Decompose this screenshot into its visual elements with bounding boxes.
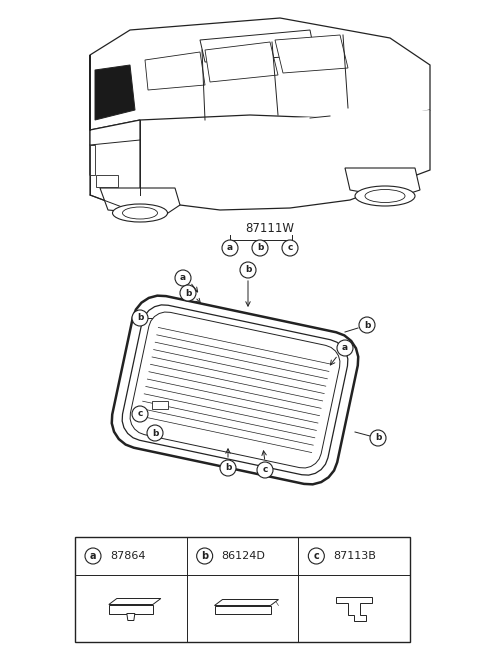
Text: c: c xyxy=(262,466,268,474)
Polygon shape xyxy=(90,110,430,210)
Bar xyxy=(75,537,410,642)
Text: a: a xyxy=(342,343,348,352)
Circle shape xyxy=(175,270,191,286)
Text: b: b xyxy=(201,551,208,561)
Text: b: b xyxy=(364,320,370,329)
Circle shape xyxy=(85,548,101,564)
Polygon shape xyxy=(215,599,278,605)
Polygon shape xyxy=(215,605,271,614)
Polygon shape xyxy=(200,30,315,62)
Text: 87111W: 87111W xyxy=(245,221,295,234)
Text: a: a xyxy=(227,244,233,252)
Polygon shape xyxy=(127,614,135,620)
Text: 86124D: 86124D xyxy=(222,551,265,561)
Circle shape xyxy=(308,548,324,564)
Circle shape xyxy=(222,240,238,256)
Text: b: b xyxy=(185,288,191,297)
Polygon shape xyxy=(205,42,278,82)
Polygon shape xyxy=(95,65,135,120)
Ellipse shape xyxy=(122,207,157,219)
PathPatch shape xyxy=(112,295,358,484)
Text: b: b xyxy=(375,434,381,443)
Circle shape xyxy=(370,430,386,446)
Text: b: b xyxy=(257,244,263,252)
Text: b: b xyxy=(152,428,158,438)
Circle shape xyxy=(282,240,298,256)
Text: c: c xyxy=(313,551,319,561)
PathPatch shape xyxy=(130,312,340,468)
Ellipse shape xyxy=(365,189,405,202)
PathPatch shape xyxy=(122,305,348,475)
Circle shape xyxy=(252,240,268,256)
Text: 87113B: 87113B xyxy=(333,551,376,561)
Circle shape xyxy=(359,317,375,333)
Polygon shape xyxy=(109,599,161,605)
Circle shape xyxy=(240,262,256,278)
Text: c: c xyxy=(288,244,293,252)
Polygon shape xyxy=(345,168,420,198)
Text: c: c xyxy=(137,409,143,419)
Polygon shape xyxy=(90,18,430,130)
Text: b: b xyxy=(137,314,143,322)
Text: a: a xyxy=(180,274,186,282)
Polygon shape xyxy=(90,145,95,175)
Circle shape xyxy=(220,460,236,476)
Text: a: a xyxy=(90,551,96,561)
Circle shape xyxy=(147,425,163,441)
Polygon shape xyxy=(275,35,348,73)
Text: 87864: 87864 xyxy=(110,551,145,561)
Ellipse shape xyxy=(112,204,168,222)
Polygon shape xyxy=(100,188,180,215)
Circle shape xyxy=(337,340,353,356)
Circle shape xyxy=(180,285,196,301)
Polygon shape xyxy=(109,605,153,614)
Text: b: b xyxy=(245,265,251,274)
Polygon shape xyxy=(145,52,205,90)
Polygon shape xyxy=(152,401,168,409)
Circle shape xyxy=(132,406,148,422)
Polygon shape xyxy=(336,597,372,620)
Text: b: b xyxy=(225,464,231,472)
Bar xyxy=(96,175,118,187)
Circle shape xyxy=(197,548,213,564)
Circle shape xyxy=(257,462,273,478)
Polygon shape xyxy=(90,55,140,210)
Ellipse shape xyxy=(355,186,415,206)
Circle shape xyxy=(132,310,148,326)
